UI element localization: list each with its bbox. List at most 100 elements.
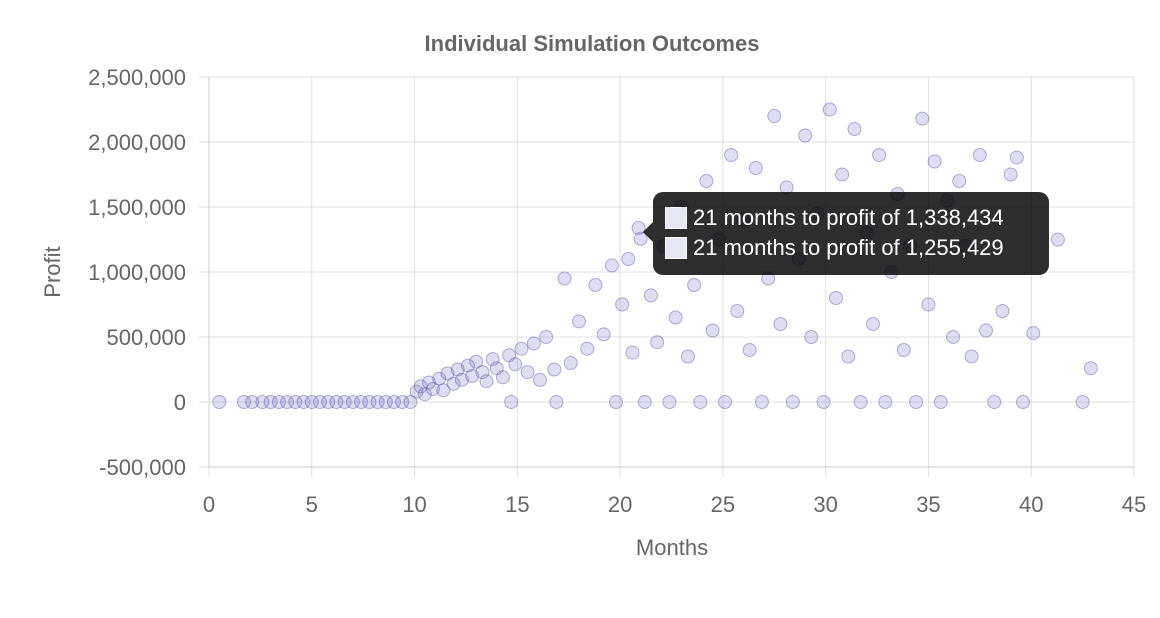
data-point <box>502 348 517 363</box>
data-point <box>798 128 813 143</box>
data-point <box>785 395 800 409</box>
data-point <box>280 395 295 409</box>
data-point <box>748 161 763 175</box>
data-point <box>979 323 993 338</box>
x-axis-label: Months <box>636 535 708 560</box>
data-point <box>896 343 911 357</box>
data-point <box>773 317 788 331</box>
tooltip-row: 21 months to profit of 1,338,434 <box>665 203 1037 233</box>
data-point <box>1003 167 1018 182</box>
data-point <box>1016 395 1030 409</box>
data-point <box>650 335 665 350</box>
data-point <box>693 395 708 409</box>
data-point <box>450 362 465 377</box>
data-point <box>329 395 344 409</box>
y-tick-label: 1,500,000 <box>88 195 186 220</box>
tooltip-swatch <box>665 207 687 229</box>
x-tick-label: 0 <box>203 492 215 517</box>
data-point <box>724 148 739 162</box>
tooltip-row: 21 months to profit of 1,255,429 <box>665 233 1037 263</box>
y-axis-label: Profit <box>40 246 65 297</box>
data-point <box>520 365 535 380</box>
data-point <box>446 376 461 391</box>
data-point <box>436 383 451 398</box>
data-point <box>563 356 578 370</box>
x-tick-label: 15 <box>505 492 529 517</box>
data-point <box>271 395 286 409</box>
data-point <box>921 297 936 312</box>
x-tick-label: 45 <box>1122 492 1146 517</box>
data-point <box>440 366 455 381</box>
data-point <box>767 109 782 123</box>
x-tick-label: 25 <box>711 492 735 517</box>
data-point <box>409 384 424 399</box>
data-point <box>1083 361 1098 376</box>
data-point <box>526 336 541 351</box>
tooltip: 21 months to profit of 1,338,434 21 mont… <box>643 192 1049 275</box>
data-point <box>572 314 586 329</box>
grid <box>199 76 1135 477</box>
data-point <box>995 304 1010 318</box>
data-point <box>426 382 441 396</box>
data-point <box>952 174 967 188</box>
data-point <box>1050 232 1065 247</box>
data-point <box>841 349 856 364</box>
y-tick-label: 500,000 <box>106 325 186 350</box>
data-point <box>621 252 636 266</box>
y-tick-label: 0 <box>174 390 186 415</box>
y-tick-label: -500,000 <box>99 455 186 480</box>
data-point <box>687 278 702 292</box>
data-point <box>395 395 410 409</box>
data-point <box>1075 395 1090 409</box>
data-point <box>972 148 987 162</box>
axes: 0 5 10 15 20 25 30 35 40 45 2,500,000 2,000,000 1,50… <box>88 65 1146 517</box>
data-point <box>987 395 1002 409</box>
data-point <box>495 370 510 385</box>
data-point <box>236 395 251 409</box>
data-point <box>909 395 924 409</box>
data-point <box>668 310 683 325</box>
data-point <box>212 395 227 409</box>
data-point <box>296 395 311 409</box>
data-point <box>489 361 504 376</box>
data-point <box>662 395 677 409</box>
data-point <box>878 395 893 409</box>
data-point <box>742 343 757 357</box>
data-point <box>370 395 385 409</box>
data-point <box>532 372 547 387</box>
data-point <box>321 395 336 409</box>
data-point <box>263 395 278 409</box>
data-point <box>504 395 519 409</box>
data-point <box>680 349 695 364</box>
data-point <box>915 111 930 126</box>
tooltip-line-2: 21 months to profit of 1,255,429 <box>693 235 1004 260</box>
data-point <box>421 375 436 390</box>
data-point <box>514 341 529 356</box>
x-tick-label: 10 <box>402 492 426 517</box>
data-point <box>345 395 360 409</box>
data-point <box>465 369 480 383</box>
y-tick-label: 2,000,000 <box>88 130 186 155</box>
data-point <box>717 395 732 409</box>
x-tick-label: 30 <box>813 492 837 517</box>
data-point <box>604 258 619 273</box>
data-point <box>933 395 948 409</box>
data-point <box>508 357 523 372</box>
data-point <box>699 174 714 188</box>
data-point <box>804 330 819 344</box>
data-point <box>828 291 843 305</box>
data-point <box>853 395 868 409</box>
data-point <box>835 167 850 182</box>
data-point <box>479 374 494 389</box>
data-point <box>485 352 500 367</box>
data-point <box>539 330 554 344</box>
data-point <box>313 395 327 409</box>
data-point <box>378 395 393 409</box>
data-point <box>872 148 887 162</box>
data-point <box>362 395 377 409</box>
data-point <box>255 395 270 409</box>
tooltip-line-1: 21 months to profit of 1,338,434 <box>693 205 1004 230</box>
tooltip-swatch <box>665 237 687 259</box>
data-point <box>288 395 303 409</box>
